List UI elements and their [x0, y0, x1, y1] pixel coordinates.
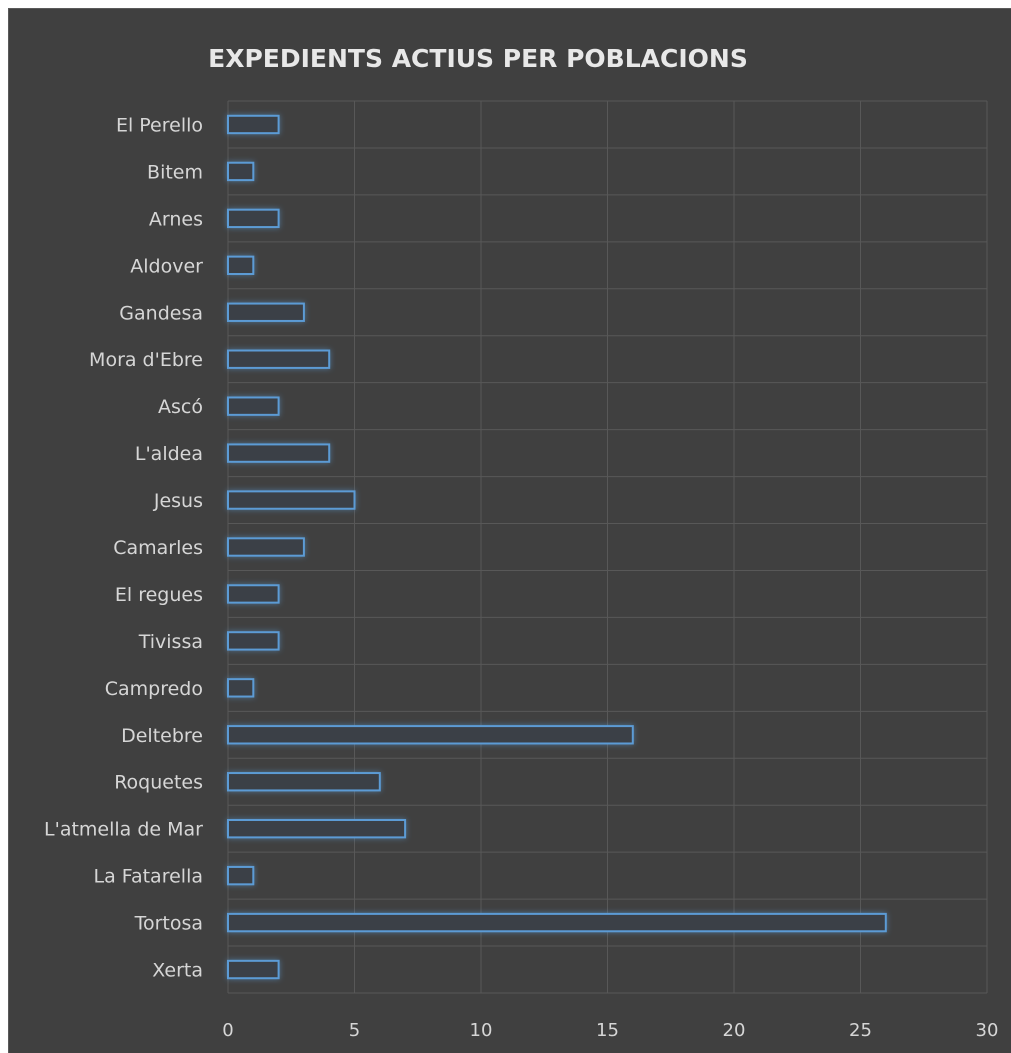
category-label: L'atmella de Mar: [44, 819, 203, 841]
bar: [227, 912, 887, 933]
bar: [227, 818, 407, 839]
category-label: Ascó: [158, 396, 203, 418]
category-labels: El Perello Bitem Arnes Aldover Gandesa Mora d…: [44, 114, 203, 981]
category-label: Jesus: [153, 490, 203, 512]
x-tick-label: 30: [976, 1020, 999, 1041]
x-tick-label: 25: [849, 1020, 872, 1041]
x-tick-label: 5: [349, 1020, 360, 1041]
category-label: L'aldea: [135, 443, 203, 465]
x-tick-label: 10: [470, 1020, 493, 1041]
bar: [227, 208, 280, 229]
x-tick-label: 0: [222, 1020, 233, 1041]
category-label: Arnes: [149, 208, 203, 230]
category-label: Bitem: [147, 161, 203, 183]
bar: [227, 255, 255, 276]
category-label: Camarles: [113, 537, 203, 559]
bar: [227, 584, 280, 604]
bar: [227, 490, 356, 510]
bar: [227, 349, 331, 369]
category-label: Tivissa: [138, 631, 203, 653]
category-label: El Perello: [116, 114, 203, 136]
x-tick-label: 20: [723, 1020, 746, 1041]
bar: [227, 772, 381, 792]
category-label: El regues: [115, 584, 203, 606]
bar: [227, 443, 331, 463]
bar: [227, 537, 305, 557]
bar: [227, 631, 280, 651]
bar: [227, 678, 255, 698]
bar: [227, 302, 305, 322]
category-label: Mora d'Ebre: [89, 349, 203, 371]
bars: [227, 114, 887, 980]
category-label: Deltebre: [121, 725, 203, 747]
chart-title: EXPEDIENTS ACTIUS PER POBLACIONS: [208, 44, 748, 73]
x-tick-label: 15: [596, 1020, 619, 1041]
category-label: Tortosa: [134, 913, 203, 935]
x-axis-tick-labels: 0 5 10 15 20 25 30: [222, 1020, 998, 1041]
bar: [227, 725, 634, 745]
category-label: Campredo: [105, 678, 203, 700]
category-label: La Fatarella: [94, 866, 203, 888]
category-label: Aldover: [130, 255, 203, 277]
bar: [227, 114, 280, 135]
category-label: Roquetes: [114, 772, 203, 794]
category-label: Gandesa: [119, 302, 203, 324]
category-label: Xerta: [152, 960, 203, 982]
bar: [227, 161, 255, 182]
gridlines: [227, 100, 988, 994]
bar: [227, 865, 255, 886]
chart-area: [8, 8, 1011, 1053]
bar: [227, 959, 280, 980]
bar: [227, 396, 280, 416]
